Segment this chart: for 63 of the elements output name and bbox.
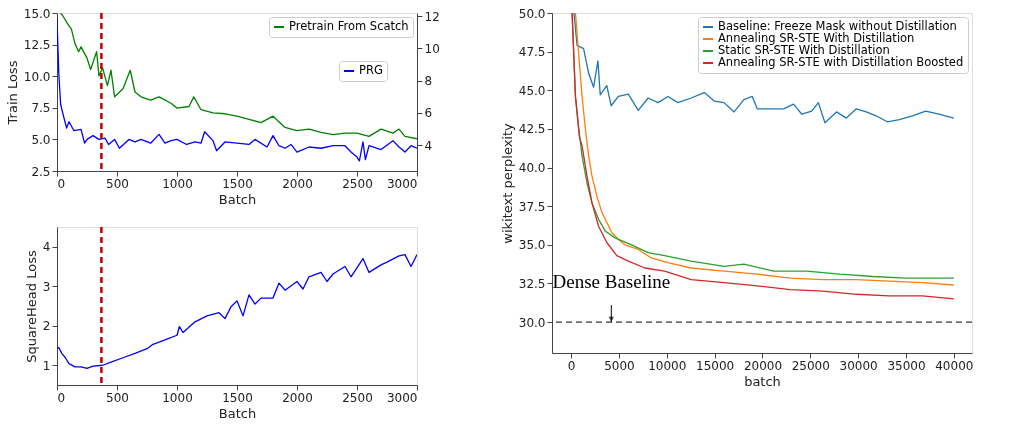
y-tick-label: 40.0 xyxy=(518,161,546,176)
x-tick-label: 25000 xyxy=(791,358,830,373)
y-tick-label: 5.0 xyxy=(31,132,51,147)
y2-tick-label: 8 xyxy=(424,74,433,89)
y-tick-label: 1 xyxy=(42,358,51,373)
x-tick-label: 15000 xyxy=(696,358,735,373)
y-tick-label: 45.0 xyxy=(518,83,546,98)
y2-tick-label: 10 xyxy=(424,41,440,56)
x-tick-label: 1000 xyxy=(162,390,193,405)
y2-tick-label: 4 xyxy=(424,138,433,153)
x-tick-label: 0 xyxy=(57,390,66,405)
y-axis-title: SquareHead Loss xyxy=(23,250,39,363)
y2-tick-label: 12 xyxy=(424,9,440,24)
x-tick-label: 1500 xyxy=(222,390,253,405)
line-series xyxy=(59,13,417,140)
x-tick-label: 10000 xyxy=(648,358,687,373)
x-tick-label: 30000 xyxy=(839,358,878,373)
legend-label: Baseline: Freeze Mask without Distillation xyxy=(718,19,957,33)
y-tick-label: 30.0 xyxy=(518,315,546,330)
legend-label: Static SR-STE With Distillation xyxy=(718,43,890,57)
x-tick-label: 0 xyxy=(57,176,66,191)
y-axis-title: wikitext perplexity xyxy=(499,122,515,244)
x-tick-label: 0 xyxy=(567,358,576,373)
x-axis-title: batch xyxy=(744,373,781,389)
x-tick-label: 3000 xyxy=(386,176,418,191)
y-tick-label: 15.0 xyxy=(23,6,51,21)
x-tick-label: 2000 xyxy=(282,390,313,405)
y-tick-label: 50.0 xyxy=(518,6,546,21)
x-tick-label: 1000 xyxy=(162,176,193,191)
x-tick-label: 5000 xyxy=(604,358,635,373)
x-tick-label: 1500 xyxy=(222,176,253,191)
line-series xyxy=(57,18,417,162)
y-tick-label: 10.0 xyxy=(23,69,51,84)
x-tick-label: 2000 xyxy=(282,176,313,191)
y-tick-label: 12.5 xyxy=(23,38,51,53)
line-series xyxy=(57,254,417,370)
legend-label: PRG xyxy=(359,63,383,77)
y-tick-label: 7.5 xyxy=(31,101,51,116)
x-tick-label: 3000 xyxy=(386,390,418,405)
x-tick-label: 500 xyxy=(106,390,129,405)
y-tick-label: 2.5 xyxy=(31,164,51,179)
x-tick-label: 2500 xyxy=(342,390,373,405)
x-tick-label: 20000 xyxy=(743,358,783,373)
legend-label: Pretrain From Scatch xyxy=(289,19,409,33)
x-tick-label: 40000 xyxy=(935,358,974,373)
y-axis-title: Train Loss xyxy=(4,60,20,126)
x-tick-label: 35000 xyxy=(887,358,926,373)
y-tick-label: 42.5 xyxy=(518,122,546,137)
legend-label: Annealing SR-STE With Distillation xyxy=(718,31,915,45)
x-tick-label: 500 xyxy=(106,176,129,191)
legend-label: Annealing SR-STE with Distillation Boosted xyxy=(718,55,964,69)
x-tick-label: 2500 xyxy=(342,176,373,191)
x-axis-title: Batch xyxy=(218,191,257,207)
y-tick-label: 3 xyxy=(42,279,51,294)
annotation: Dense Baseline xyxy=(552,271,671,293)
y-tick-label: 32.5 xyxy=(518,276,546,291)
y2-tick-label: 6 xyxy=(424,106,433,121)
y-tick-label: 35.0 xyxy=(518,238,546,253)
y-tick-label: 47.5 xyxy=(518,45,546,60)
y-tick-label: 37.5 xyxy=(518,199,546,214)
x-axis-title: Batch xyxy=(218,405,257,421)
y-tick-label: 4 xyxy=(42,240,51,255)
y-tick-label: 2 xyxy=(42,319,51,334)
